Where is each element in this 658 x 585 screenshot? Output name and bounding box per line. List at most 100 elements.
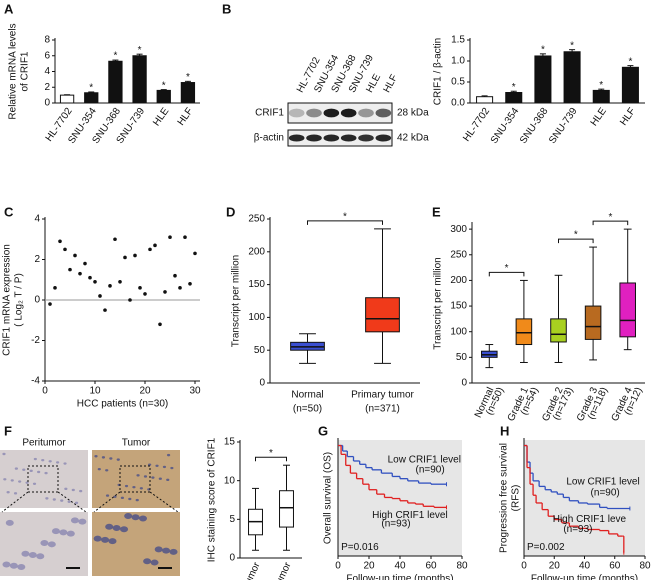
box (515, 318, 533, 346)
size-label: 28 kDa (397, 108, 429, 119)
point (48, 302, 52, 306)
point (173, 273, 177, 278)
y-tick-label: 4 (44, 66, 50, 77)
nucleus (131, 514, 140, 521)
x-tick-label: 30 (189, 386, 201, 397)
nucleus (14, 467, 18, 470)
y-tick-label: 250 (450, 249, 467, 260)
nucleus (105, 494, 110, 497)
nucleus (78, 518, 87, 525)
nucleus (63, 462, 67, 465)
panel-letter: H (500, 423, 509, 438)
x-tick-label: 80 (639, 561, 651, 572)
nucleus (120, 496, 124, 500)
y-tick-label: 200 (450, 275, 467, 286)
nucleus (60, 499, 64, 502)
ihc-image (92, 512, 180, 576)
nucleus (64, 487, 68, 491)
x-tick-label: 20 (549, 561, 561, 572)
nucleus (109, 457, 113, 460)
row-label: β-actin (254, 133, 284, 144)
blot-strip (287, 102, 393, 124)
point (53, 286, 57, 290)
series-label: High CRIF1 leve (553, 514, 627, 525)
x-tick-label: 0 (521, 561, 527, 572)
nucleus (158, 477, 162, 480)
nucleus (2, 452, 6, 456)
bar (156, 89, 171, 104)
significance-bracket (558, 238, 594, 244)
x-tick-label: 0 (42, 386, 48, 397)
nucleus (36, 553, 45, 560)
nucleus (52, 498, 56, 501)
bar (621, 66, 639, 104)
bar (132, 55, 147, 104)
x-tick-label: 60 (609, 561, 621, 572)
annotation: P=0.002 (527, 542, 565, 553)
y-tick-label: 2 (44, 82, 50, 93)
point (98, 294, 102, 298)
nucleus (56, 461, 60, 464)
nucleus (47, 541, 56, 548)
nucleus (116, 458, 120, 461)
box (584, 305, 602, 340)
y-tick-label: 150 (450, 301, 467, 312)
point (63, 247, 67, 252)
y-tick-label: 0 (461, 378, 467, 389)
significance: * (138, 45, 142, 56)
bar (84, 92, 99, 104)
nucleus (37, 470, 41, 474)
n-label: (n=371) (365, 404, 400, 415)
nucleus (10, 479, 14, 482)
significance: * (628, 56, 632, 67)
nucleus (74, 501, 79, 505)
series-label: Low CRIF1 level (388, 455, 461, 466)
nucleus (150, 559, 159, 566)
point (138, 286, 142, 290)
nucleus (124, 484, 129, 488)
y-axis-label: Overall survival (OS) (323, 452, 334, 544)
nucleus (17, 563, 26, 570)
nucleus (6, 491, 10, 494)
nucleus (66, 530, 75, 537)
significance: * (608, 212, 612, 223)
nucleus (166, 453, 171, 457)
significance-bracket (592, 220, 629, 226)
y-axis-label: (RFS) (511, 485, 522, 512)
y-tick-label: 8 (44, 35, 50, 46)
nucleus (166, 478, 170, 482)
bar (505, 92, 523, 104)
x-tick-label: Normal (291, 390, 323, 401)
lane-label: HLF (382, 73, 401, 95)
y-tick-label: 50 (254, 345, 266, 356)
x-tick-label: 60 (425, 561, 437, 572)
nucleus (155, 464, 159, 467)
point (158, 322, 162, 327)
y-tick-label: -4 (31, 376, 40, 387)
y-axis-label: Relative mRNA levels (8, 23, 19, 119)
band (288, 108, 305, 118)
point (68, 267, 72, 272)
significance-bracket (488, 271, 525, 277)
point (118, 279, 122, 284)
nucleus (41, 458, 45, 462)
image-label: Peritumor (22, 438, 66, 449)
x-tick-label: 40 (579, 561, 591, 572)
point (128, 298, 132, 302)
nucleus (139, 487, 143, 490)
point (58, 239, 62, 244)
zoom-line (1, 491, 29, 513)
zoom-line (57, 491, 87, 513)
annotation: (n=93) (381, 519, 410, 530)
y-axis-label: Transcript per million (433, 257, 444, 349)
nucleus (59, 529, 68, 536)
nucleus (25, 481, 29, 484)
point (148, 247, 152, 252)
nucleus (18, 480, 22, 483)
significance: * (505, 263, 509, 274)
significance: * (570, 40, 574, 51)
y-tick-label: 1.0 (451, 56, 465, 67)
nucleus (105, 523, 114, 530)
y-tick-label: 250 (248, 214, 265, 225)
point (108, 284, 112, 288)
